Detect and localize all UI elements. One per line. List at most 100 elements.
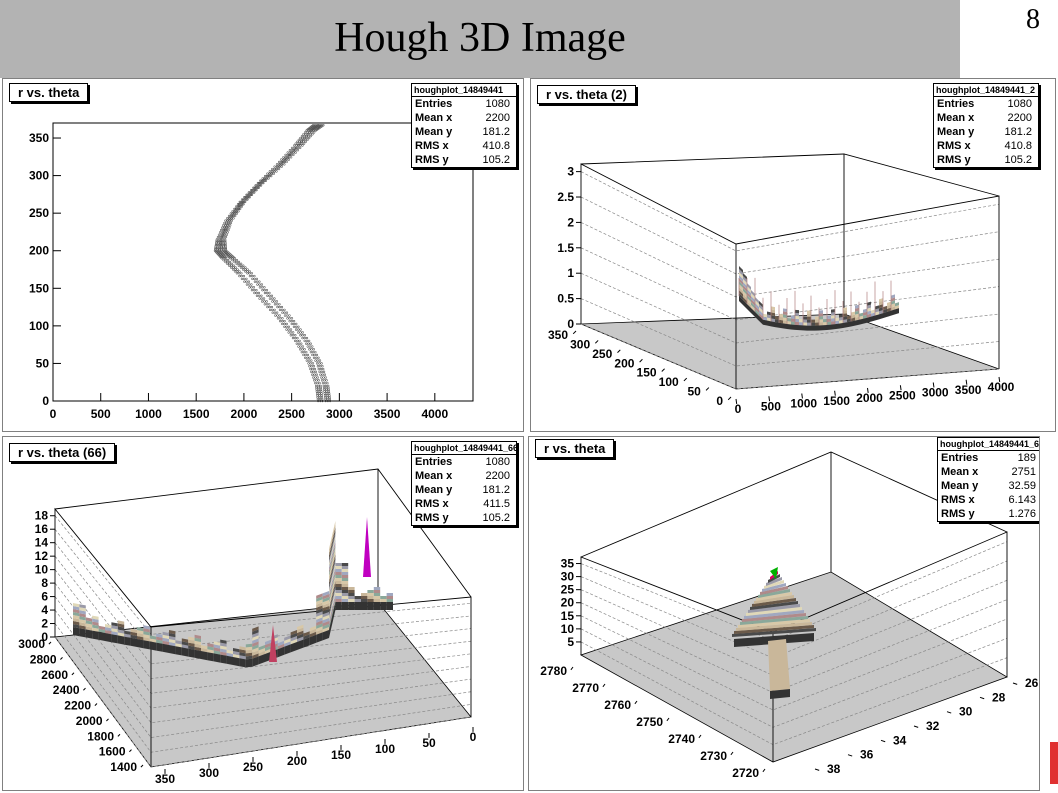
lego-bin bbox=[843, 307, 847, 311]
lego-layer bbox=[754, 595, 794, 604]
data-point bbox=[280, 160, 284, 164]
data-point bbox=[285, 156, 288, 159]
data-point bbox=[222, 231, 225, 234]
lego-bin bbox=[803, 322, 807, 326]
data-point bbox=[221, 239, 225, 243]
data-point bbox=[305, 350, 308, 354]
y-tick-label-mark bbox=[683, 377, 688, 382]
lego-bin bbox=[767, 317, 771, 322]
data-point bbox=[238, 274, 241, 278]
lego-bin bbox=[811, 319, 815, 323]
data-point bbox=[270, 170, 274, 173]
lego-bin bbox=[879, 304, 883, 309]
data-point bbox=[252, 191, 255, 194]
lego-bin bbox=[373, 590, 381, 593]
data-point bbox=[275, 300, 279, 303]
data-point bbox=[303, 356, 307, 359]
lego-bin bbox=[156, 639, 163, 644]
lego-bin bbox=[747, 294, 751, 302]
z-tick-label: 2.5 bbox=[557, 190, 574, 204]
data-point bbox=[299, 328, 302, 331]
lego-layer bbox=[756, 592, 792, 601]
x-tick-label-mark bbox=[735, 398, 738, 404]
x-tick-label: 0 bbox=[50, 407, 57, 421]
x-tick-label: 500 bbox=[761, 399, 781, 413]
data-point bbox=[245, 195, 248, 199]
data-point bbox=[257, 186, 260, 190]
lego-bin bbox=[92, 624, 99, 629]
data-point bbox=[289, 153, 293, 157]
data-point bbox=[299, 331, 302, 334]
data-point bbox=[223, 226, 227, 229]
data-point bbox=[297, 328, 300, 331]
data-point bbox=[275, 167, 279, 171]
data-point bbox=[223, 221, 226, 225]
data-point bbox=[250, 274, 254, 278]
data-point bbox=[319, 384, 322, 388]
lego-bin bbox=[759, 300, 763, 308]
stats-box-2-name: houghplot_14849441_2 bbox=[934, 84, 1038, 97]
data-point bbox=[263, 179, 266, 182]
data-point bbox=[216, 245, 220, 248]
data-point bbox=[313, 379, 316, 382]
data-point bbox=[270, 305, 274, 309]
lego-bin bbox=[843, 310, 847, 314]
data-point bbox=[299, 334, 302, 337]
data-point bbox=[254, 186, 257, 190]
lego-bin bbox=[739, 269, 743, 276]
lego-bin bbox=[329, 587, 336, 618]
data-point bbox=[237, 205, 240, 208]
lego-bin bbox=[322, 627, 329, 633]
data-point bbox=[252, 186, 255, 190]
data-point bbox=[249, 191, 253, 194]
lego-bin bbox=[329, 569, 336, 600]
lego-bin bbox=[143, 634, 150, 639]
lego-bin bbox=[245, 652, 253, 657]
data-point bbox=[321, 381, 325, 385]
lego-base bbox=[277, 646, 285, 658]
data-point bbox=[232, 217, 235, 220]
data-point bbox=[323, 373, 327, 376]
data-point bbox=[224, 249, 228, 252]
lego-bin bbox=[341, 593, 349, 596]
lego-bin bbox=[79, 607, 86, 612]
data-point bbox=[317, 384, 320, 388]
data-point bbox=[243, 200, 246, 204]
lego-base bbox=[734, 633, 814, 647]
data-point bbox=[283, 158, 286, 161]
data-point bbox=[265, 177, 268, 180]
data-point bbox=[282, 156, 285, 159]
lego-bin bbox=[297, 624, 304, 630]
stat-label: RMS y bbox=[937, 154, 971, 166]
lego-bin bbox=[755, 308, 759, 316]
data-point bbox=[273, 308, 276, 312]
data-point bbox=[256, 186, 260, 190]
data-point bbox=[266, 305, 269, 309]
lego-bin bbox=[380, 599, 387, 602]
lego-bin bbox=[316, 629, 323, 635]
grid-line bbox=[580, 272, 1000, 344]
data-point bbox=[222, 246, 225, 250]
data-point bbox=[318, 381, 321, 385]
lego-base bbox=[169, 645, 176, 655]
lego-bin bbox=[747, 300, 751, 308]
lego-bin bbox=[329, 581, 336, 612]
z-tick-label: 12 bbox=[35, 549, 49, 563]
lego-base bbox=[284, 644, 291, 655]
slide-title: Hough 3D Image bbox=[334, 15, 626, 61]
lego-bin bbox=[361, 593, 368, 596]
data-point bbox=[285, 311, 289, 314]
data-point bbox=[230, 217, 233, 220]
lego-bin bbox=[322, 612, 329, 618]
lego-bin bbox=[859, 312, 863, 317]
lego-layer bbox=[740, 616, 808, 625]
lego-bin bbox=[175, 643, 182, 648]
lego-bin bbox=[79, 622, 86, 627]
lego-bin bbox=[73, 606, 80, 611]
lego-bin bbox=[335, 566, 342, 569]
data-point bbox=[314, 384, 318, 388]
data-point bbox=[288, 151, 292, 154]
x-tick-label: 1500 bbox=[823, 394, 850, 408]
lego-base bbox=[92, 630, 99, 640]
data-point bbox=[296, 146, 300, 150]
